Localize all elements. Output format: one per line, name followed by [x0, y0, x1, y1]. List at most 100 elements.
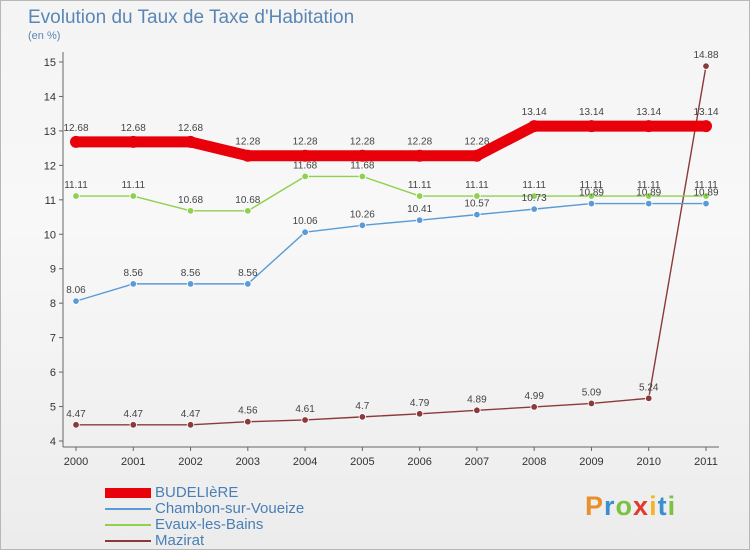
data-label: 13.14 — [579, 107, 604, 118]
data-point — [301, 172, 309, 181]
data-label: 11.11 — [694, 180, 718, 191]
data-label: 13.14 — [522, 107, 547, 118]
y-tick-label: 4 — [50, 436, 56, 448]
logo-letter: o — [615, 491, 634, 521]
x-tick-label: 2003 — [236, 456, 260, 468]
logo-letter: i — [667, 491, 677, 521]
x-tick-label: 2009 — [579, 456, 603, 468]
y-tick-label: 15 — [44, 57, 56, 69]
data-label: 4.47 — [181, 409, 201, 420]
data-point — [473, 406, 481, 415]
x-tick-label: 2002 — [178, 456, 202, 468]
data-label: 11.11 — [121, 180, 145, 191]
data-label: 4.99 — [524, 391, 544, 402]
data-label: 4.47 — [66, 409, 86, 420]
data-point — [358, 221, 367, 230]
data-label: 12.68 — [63, 123, 88, 134]
data-label: 12.28 — [350, 137, 375, 148]
x-tick-label: 2010 — [636, 456, 660, 468]
data-label: 8.06 — [66, 285, 86, 296]
data-label: 11.68 — [293, 160, 318, 171]
series-line — [76, 120, 706, 162]
data-point — [415, 216, 424, 224]
data-point — [415, 192, 424, 200]
legend-swatch — [105, 524, 151, 526]
data-point — [702, 62, 710, 70]
series-points — [70, 62, 712, 429]
series-lines — [75, 66, 707, 426]
x-tick-label: 2005 — [350, 456, 374, 468]
data-point — [530, 192, 538, 200]
data-point — [129, 421, 137, 429]
data-label: 5.24 — [639, 382, 659, 393]
y-tick-label: 6 — [50, 367, 56, 379]
y-tick-label: 8 — [50, 298, 56, 310]
y-tick-label: 10 — [44, 229, 56, 241]
data-point — [473, 192, 481, 200]
data-label: 10.41 — [407, 204, 432, 215]
data-point — [186, 207, 195, 215]
data-label: 10.73 — [522, 193, 547, 204]
logo-letter: r — [604, 491, 616, 521]
data-label: 13.14 — [693, 107, 718, 118]
x-tick-label: 2006 — [407, 456, 431, 468]
data-label: 4.56 — [238, 406, 258, 417]
chart-axes: 4 5 6 7 8 9 10 11 12 13 14 15 2000 2001 2002 2003 2004 20… — [44, 52, 719, 468]
data-label: 12.68 — [121, 123, 146, 134]
data-point — [244, 280, 252, 288]
data-point — [415, 410, 424, 418]
y-tick-label: 13 — [44, 126, 56, 138]
data-point — [72, 421, 80, 429]
data-point — [186, 280, 195, 288]
data-point — [356, 149, 369, 162]
data-point — [530, 403, 538, 411]
data-point — [72, 297, 80, 305]
logo-letter: i — [649, 491, 658, 521]
data-label: 4.47 — [124, 409, 144, 420]
x-tick-label: 2000 — [64, 456, 88, 468]
data-point — [587, 399, 596, 408]
data-label: 12.28 — [293, 137, 318, 148]
legend-swatch — [105, 488, 151, 498]
data-label: 8.56 — [124, 268, 144, 279]
data-label: 5.09 — [582, 387, 602, 398]
data-label: 11.11 — [522, 180, 546, 191]
chart-unit-note: (en %) — [28, 30, 61, 42]
x-tick-label: 2008 — [522, 456, 546, 468]
data-label: 12.28 — [407, 137, 432, 148]
data-label: 12.68 — [178, 123, 203, 134]
data-point — [72, 192, 80, 200]
logo-letter: P — [585, 491, 605, 521]
y-tick-label: 11 — [45, 195, 56, 207]
data-point — [585, 120, 598, 133]
legend-swatch — [105, 508, 151, 510]
data-label: 10.89 — [636, 188, 661, 199]
series-data-labels: 12.68 12.68 12.68 12.28 12.28 12.28 12.28 12.28… — [63, 50, 718, 420]
data-label: 11.11 — [637, 180, 661, 191]
data-point — [129, 192, 137, 200]
data-label: 12.28 — [235, 137, 260, 148]
data-label: 10.68 — [235, 195, 260, 206]
data-point — [244, 207, 252, 215]
data-label: 13.14 — [636, 107, 661, 118]
data-label: 11.11 — [465, 180, 489, 191]
legend-swatch — [105, 540, 151, 542]
data-point — [358, 172, 367, 181]
data-label: 11.11 — [64, 180, 88, 191]
data-point — [358, 413, 367, 421]
series-line — [76, 66, 707, 426]
data-label: 8.56 — [238, 268, 258, 279]
data-point — [470, 149, 483, 162]
data-point — [645, 199, 653, 208]
proxiti-logo: Proxiti — [585, 491, 676, 522]
data-label: 11.11 — [580, 180, 604, 191]
data-label: 4.61 — [295, 404, 315, 415]
data-label: 10.26 — [350, 209, 375, 220]
data-label: 11.11 — [408, 180, 432, 191]
y-tick-label: 7 — [50, 333, 56, 345]
data-point — [129, 280, 137, 288]
data-label: 10.57 — [464, 199, 489, 210]
data-label: 4.89 — [467, 394, 487, 405]
data-point — [587, 192, 596, 200]
